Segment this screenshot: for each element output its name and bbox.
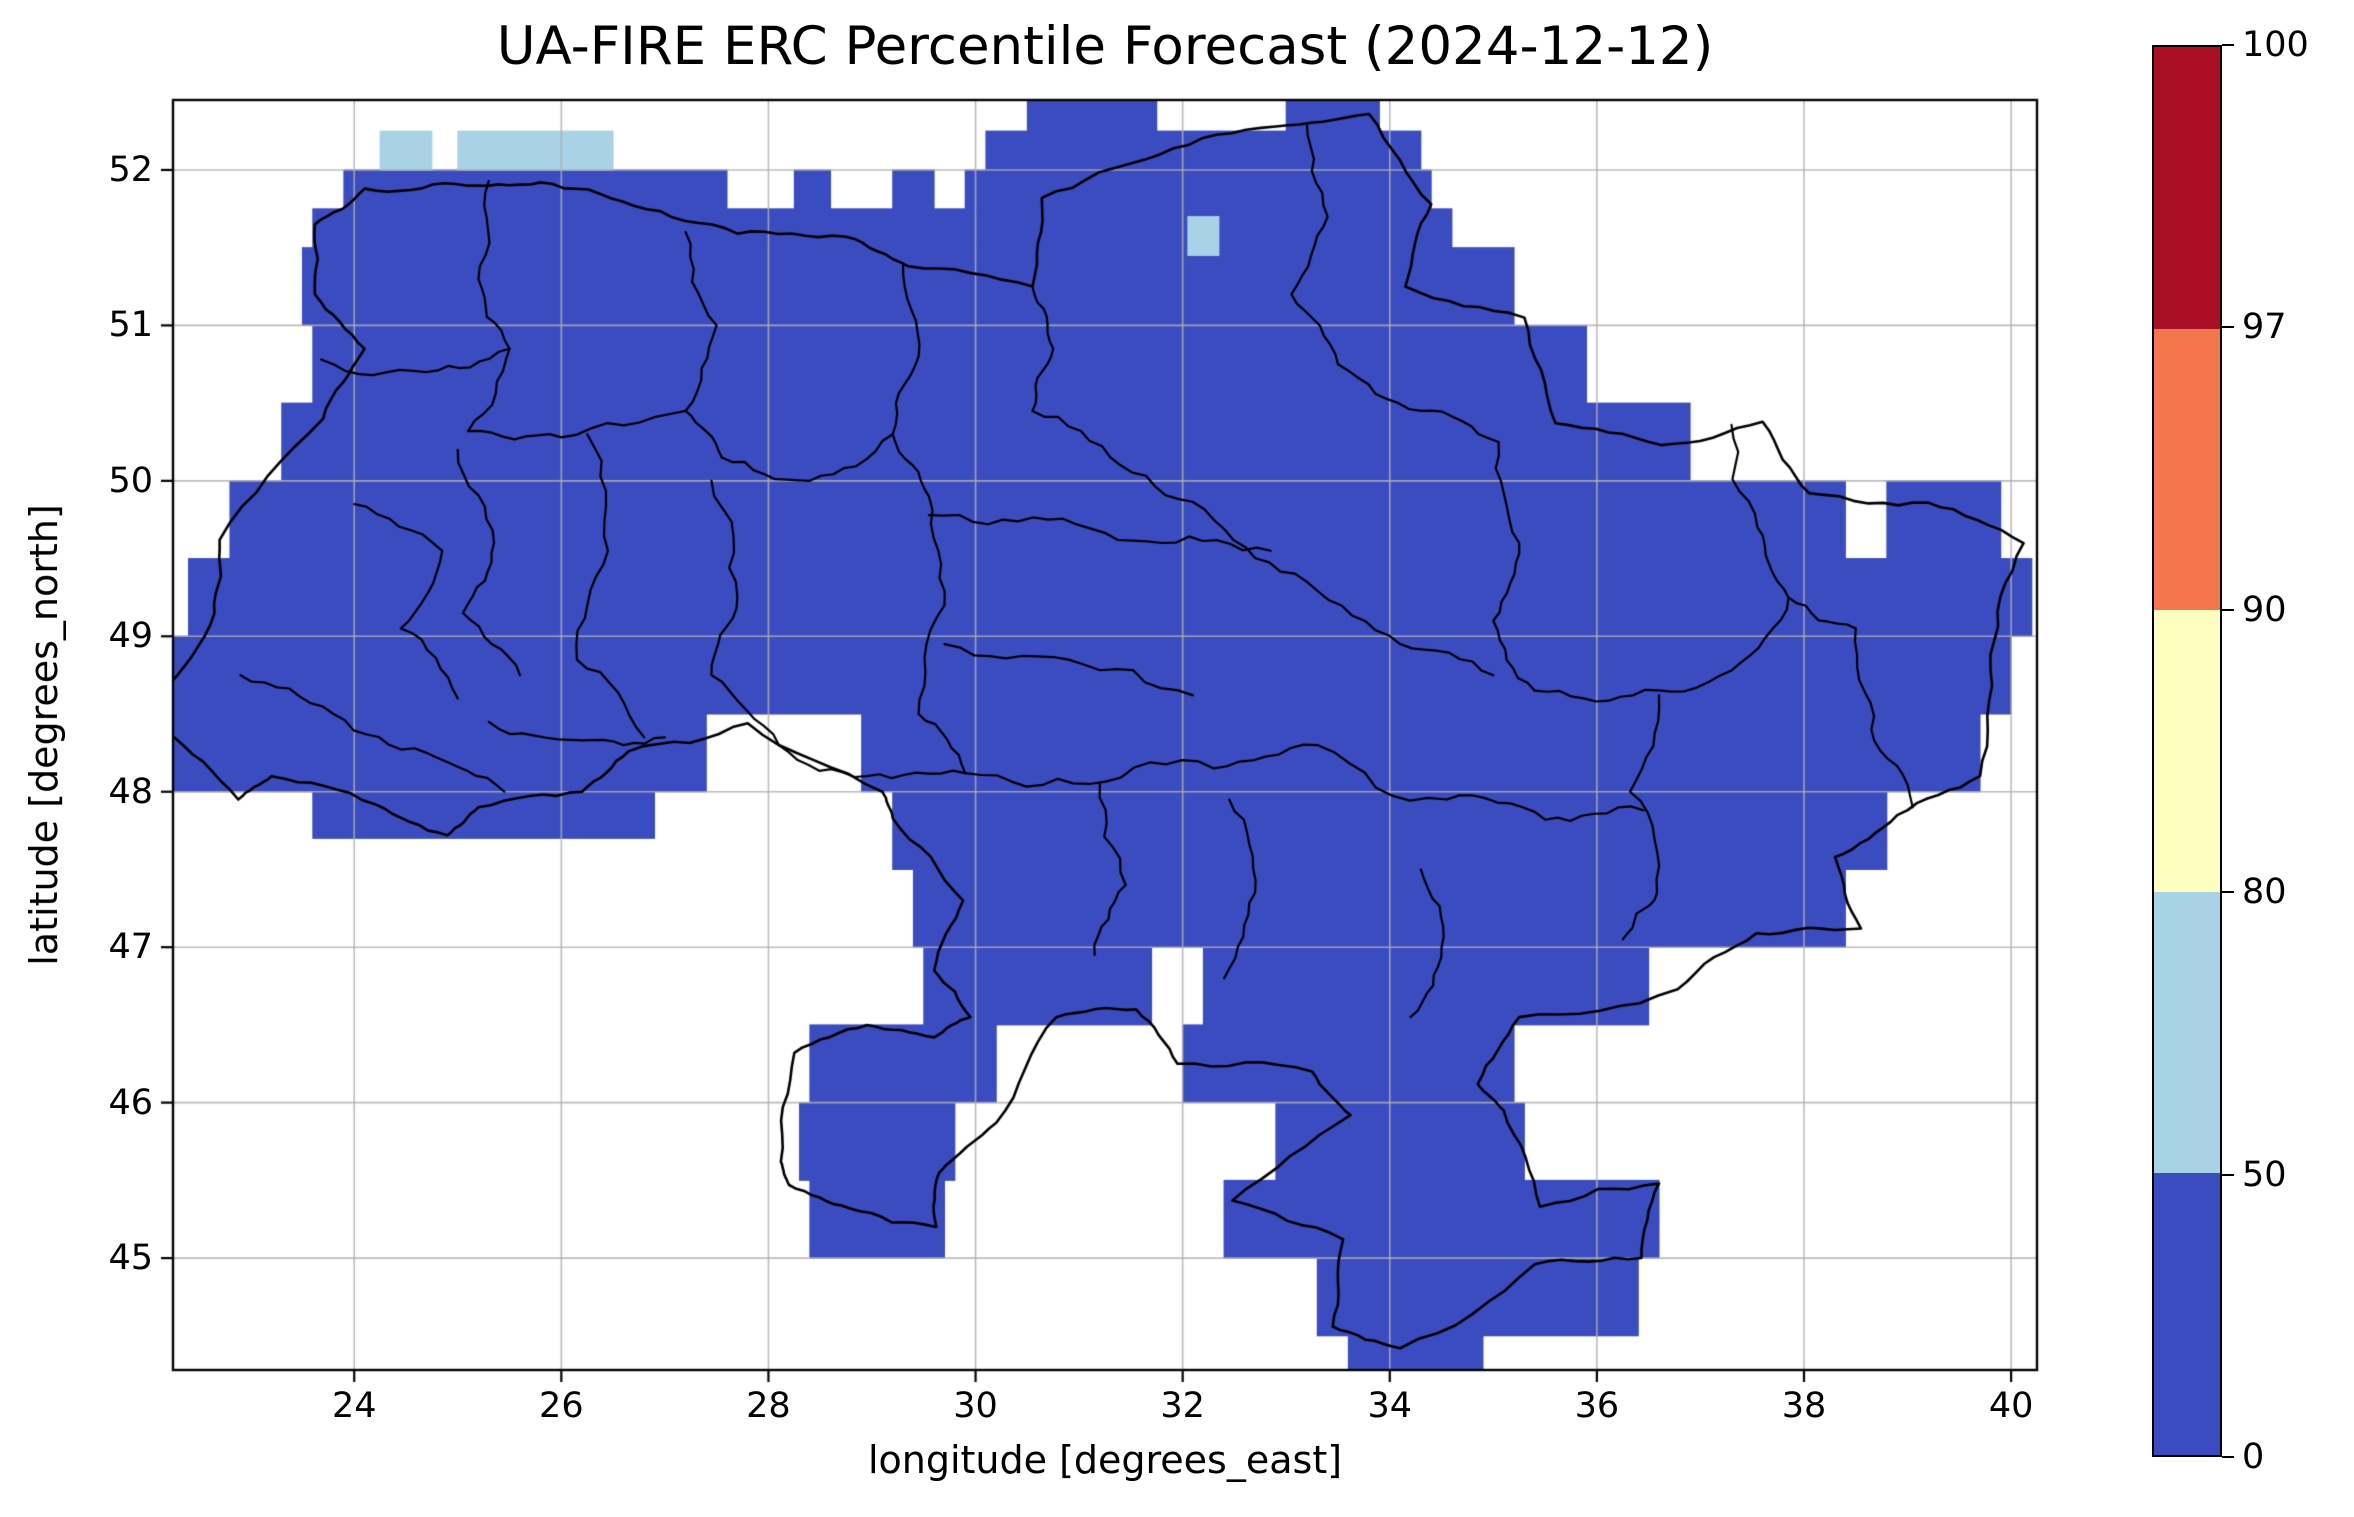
x-tick-label: 34 [1367, 1386, 1413, 1426]
colorbar-tick-label: 100 [2242, 25, 2309, 65]
colorbar-segment [2154, 610, 2220, 892]
colorbar-tick-label: 0 [2242, 1437, 2265, 1477]
colorbar-tick [2222, 1173, 2234, 1176]
x-axis-label: longitude [degrees_east] [867, 1438, 1343, 1482]
chart-title: UA-FIRE ERC Percentile Forecast (2024-12… [496, 16, 1714, 77]
colorbar-tick-label: 97 [2242, 307, 2287, 348]
y-tick-label: 45 [108, 1238, 153, 1279]
y-tick-label: 48 [108, 771, 153, 812]
colorbar-tick-label: 90 [2242, 589, 2287, 630]
colorbar-tick-label: 50 [2242, 1154, 2287, 1195]
colorbar-tick [2222, 44, 2234, 46]
y-tick-label: 51 [108, 305, 153, 346]
colorbar-segment [2154, 1173, 2220, 1455]
x-tick-label: 36 [1574, 1386, 1620, 1426]
x-tick-label: 38 [1781, 1386, 1827, 1426]
colorbar-tick [2222, 326, 2234, 329]
colorbar-segment [2154, 47, 2220, 329]
y-tick-label: 50 [108, 460, 153, 501]
x-tick-label: 32 [1160, 1386, 1205, 1426]
colorbar-tick [2222, 1456, 2234, 1458]
colorbar-tick [2222, 608, 2234, 611]
colorbar-tick-label: 80 [2242, 872, 2287, 913]
y-tick-label: 47 [108, 927, 153, 968]
x-tick-label: 24 [331, 1386, 377, 1426]
x-tick-label: 26 [539, 1386, 584, 1426]
y-axis-label: latitude [degrees_north] [22, 504, 66, 966]
y-tick-label: 52 [108, 149, 153, 190]
colorbar [2152, 45, 2222, 1457]
x-tick-label: 40 [1988, 1386, 2034, 1426]
x-tick-label: 30 [953, 1386, 998, 1426]
colorbar-segment [2154, 891, 2220, 1174]
colorbar-segment [2154, 328, 2220, 611]
colorbar-tick [2222, 891, 2234, 894]
y-tick-label: 46 [108, 1082, 153, 1123]
x-tick-label: 28 [746, 1386, 791, 1426]
y-tick-label: 49 [108, 616, 153, 657]
